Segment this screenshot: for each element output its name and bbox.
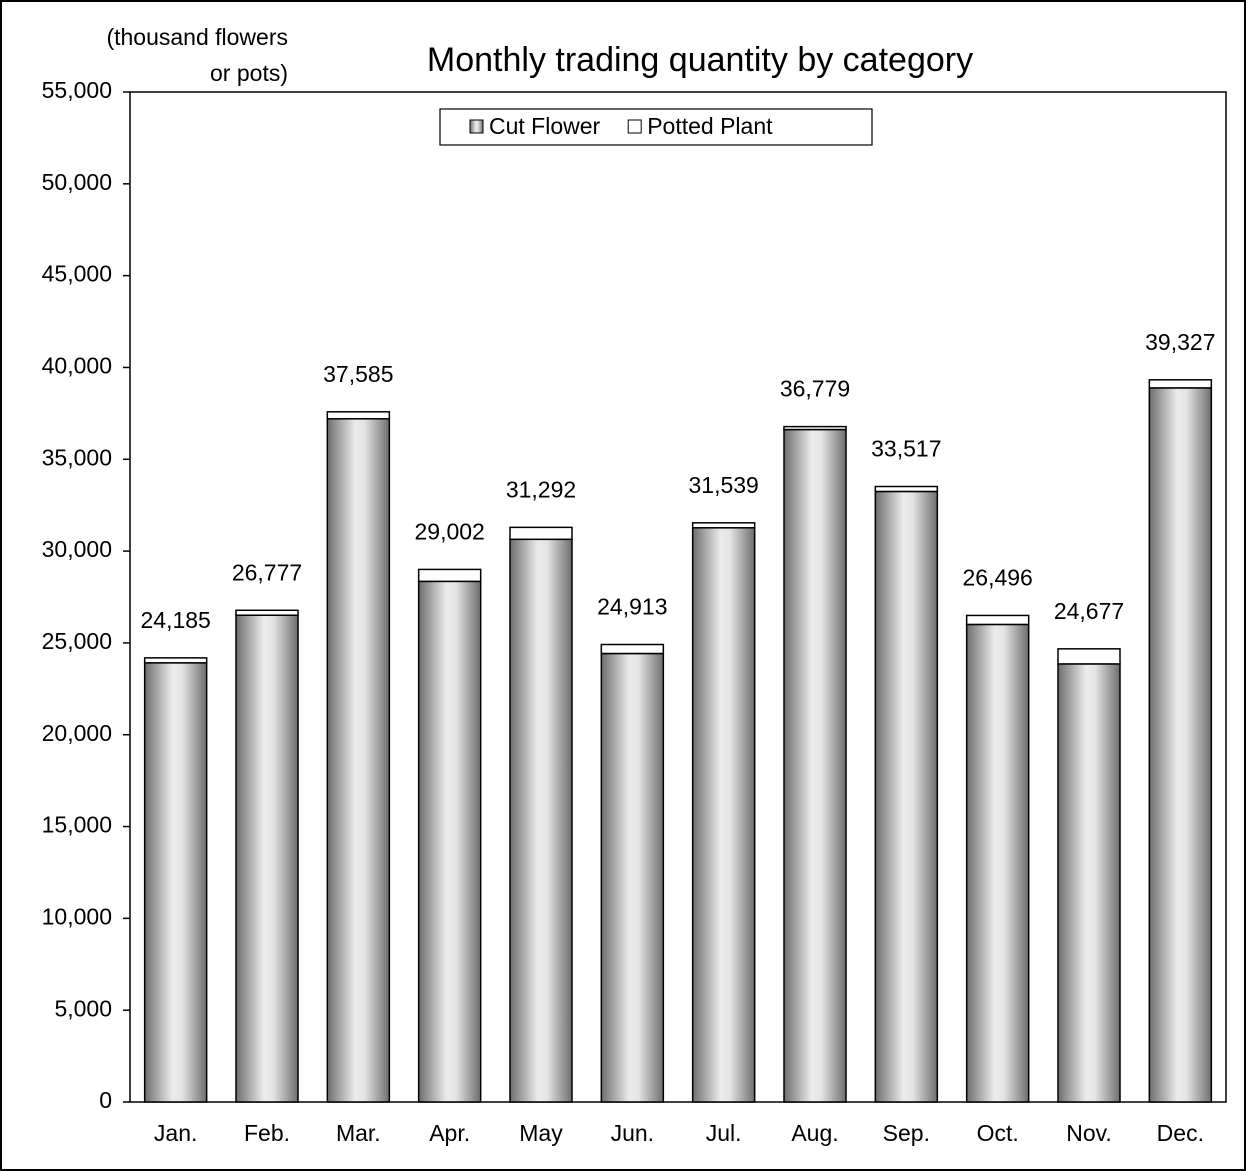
x-tick-label: Apr. <box>429 1120 470 1146</box>
bar-segment <box>1148 387 1213 1103</box>
x-tick-label: Aug. <box>791 1120 838 1146</box>
total-label: 29,002 <box>414 518 484 544</box>
x-tick-label: Sep. <box>883 1120 930 1146</box>
x-tick-label: Jul. <box>706 1120 742 1146</box>
bar-segment <box>783 425 847 431</box>
x-tick-label: Nov. <box>1066 1120 1112 1146</box>
bar-segment <box>874 485 939 493</box>
y-tick-label: 40,000 <box>42 353 112 379</box>
y-tick-label: 30,000 <box>42 536 112 562</box>
y-tick-label: 15,000 <box>42 812 112 838</box>
total-label: 24,913 <box>597 594 667 620</box>
x-tick-label: Jun. <box>611 1120 654 1146</box>
x-tick-label: Dec. <box>1157 1120 1204 1146</box>
bar-segment <box>235 609 299 616</box>
bar-segment <box>326 411 391 420</box>
bar-segment <box>143 657 208 664</box>
total-label: 39,327 <box>1145 329 1215 355</box>
legend-label: Cut Flower <box>489 113 601 139</box>
bar-segment <box>326 418 391 1103</box>
bar-segment <box>235 614 299 1103</box>
y-tick-label: 10,000 <box>42 903 112 929</box>
y-tick-label: 20,000 <box>42 720 112 746</box>
bar-segment <box>509 538 573 1103</box>
bar-segment <box>874 490 939 1103</box>
y-tick-label: 55,000 <box>42 77 112 103</box>
legend-swatch <box>469 119 484 134</box>
bar-segment <box>691 527 756 1103</box>
y-tick-label: 5,000 <box>54 995 112 1021</box>
total-label: 26,777 <box>232 559 302 585</box>
total-label: 37,585 <box>323 361 393 387</box>
total-label: 31,292 <box>506 476 576 502</box>
total-label: 36,779 <box>780 376 850 402</box>
bar-segment <box>600 652 665 1103</box>
x-tick-label: Mar. <box>336 1120 381 1146</box>
legend-label: Potted Plant <box>647 113 773 139</box>
bar-segment <box>965 614 1030 626</box>
bar-segment <box>417 568 482 583</box>
x-tick-label: May <box>519 1120 563 1146</box>
total-label: 24,677 <box>1054 598 1124 624</box>
x-tick-label: Jan. <box>154 1120 197 1146</box>
bar-segment <box>1057 648 1121 665</box>
total-label: 24,185 <box>140 607 210 633</box>
y-tick-label: 35,000 <box>42 444 112 470</box>
y-tick-label: 25,000 <box>42 628 112 654</box>
bar-segment <box>783 428 847 1103</box>
bar-segment <box>1057 663 1121 1103</box>
y-axis-label: or pots) <box>210 60 288 86</box>
total-label: 33,517 <box>871 436 941 462</box>
legend-swatch <box>627 119 642 134</box>
x-tick-label: Oct. <box>977 1120 1019 1146</box>
bar-segment <box>509 526 573 541</box>
bar-segment <box>965 623 1030 1103</box>
plot-area <box>129 91 1227 1103</box>
bar-segment <box>1148 379 1213 389</box>
bar-segment <box>143 662 208 1103</box>
y-axis-label: (thousand flowers <box>106 24 288 50</box>
bar-segment <box>417 580 482 1103</box>
total-label: 31,539 <box>688 472 758 498</box>
bar-segment <box>600 643 665 655</box>
chart-title: Monthly trading quantity by category <box>427 41 973 79</box>
x-tick-label: Feb. <box>244 1120 290 1146</box>
bar-segment <box>691 522 756 529</box>
y-tick-label: 50,000 <box>42 169 112 195</box>
total-label: 26,496 <box>962 565 1032 591</box>
y-tick-label: 45,000 <box>42 261 112 287</box>
y-tick-label: 0 <box>99 1087 112 1113</box>
legend-box <box>439 108 873 146</box>
